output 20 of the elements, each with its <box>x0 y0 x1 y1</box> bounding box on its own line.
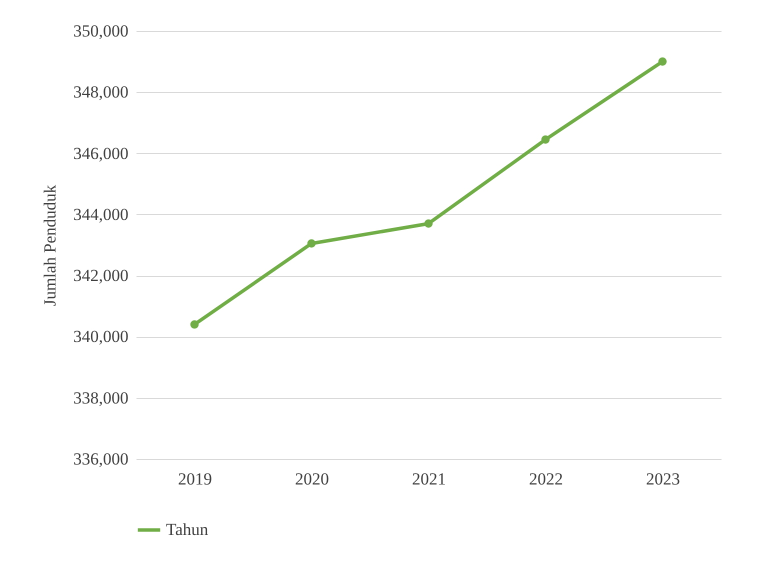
legend-label: Tahun <box>166 520 209 539</box>
y-axis-title: Jumlah Penduduk <box>40 184 60 306</box>
x-tick-label: 2020 <box>295 470 329 488</box>
x-tick-label: 2023 <box>646 470 680 488</box>
y-tick-label: 344,000 <box>73 204 128 224</box>
y-tick-label: 342,000 <box>73 266 128 286</box>
x-tick-label: 2019 <box>178 470 212 488</box>
y-tick-label: 336,000 <box>73 450 128 468</box>
point <box>190 320 199 329</box>
x-tick-label: 2021 <box>412 470 446 488</box>
y-tick-label: 348,000 <box>73 82 128 102</box>
y-tick-label: 346,000 <box>73 144 128 163</box>
y-tick-label: 338,000 <box>73 388 128 408</box>
x-tick-label: 2022 <box>529 470 563 488</box>
point <box>658 57 667 66</box>
y-tick-label: 340,000 <box>73 327 128 346</box>
y-tick-label: 350,000 <box>73 22 128 40</box>
point <box>424 219 433 228</box>
point <box>307 239 316 248</box>
point <box>541 135 550 144</box>
